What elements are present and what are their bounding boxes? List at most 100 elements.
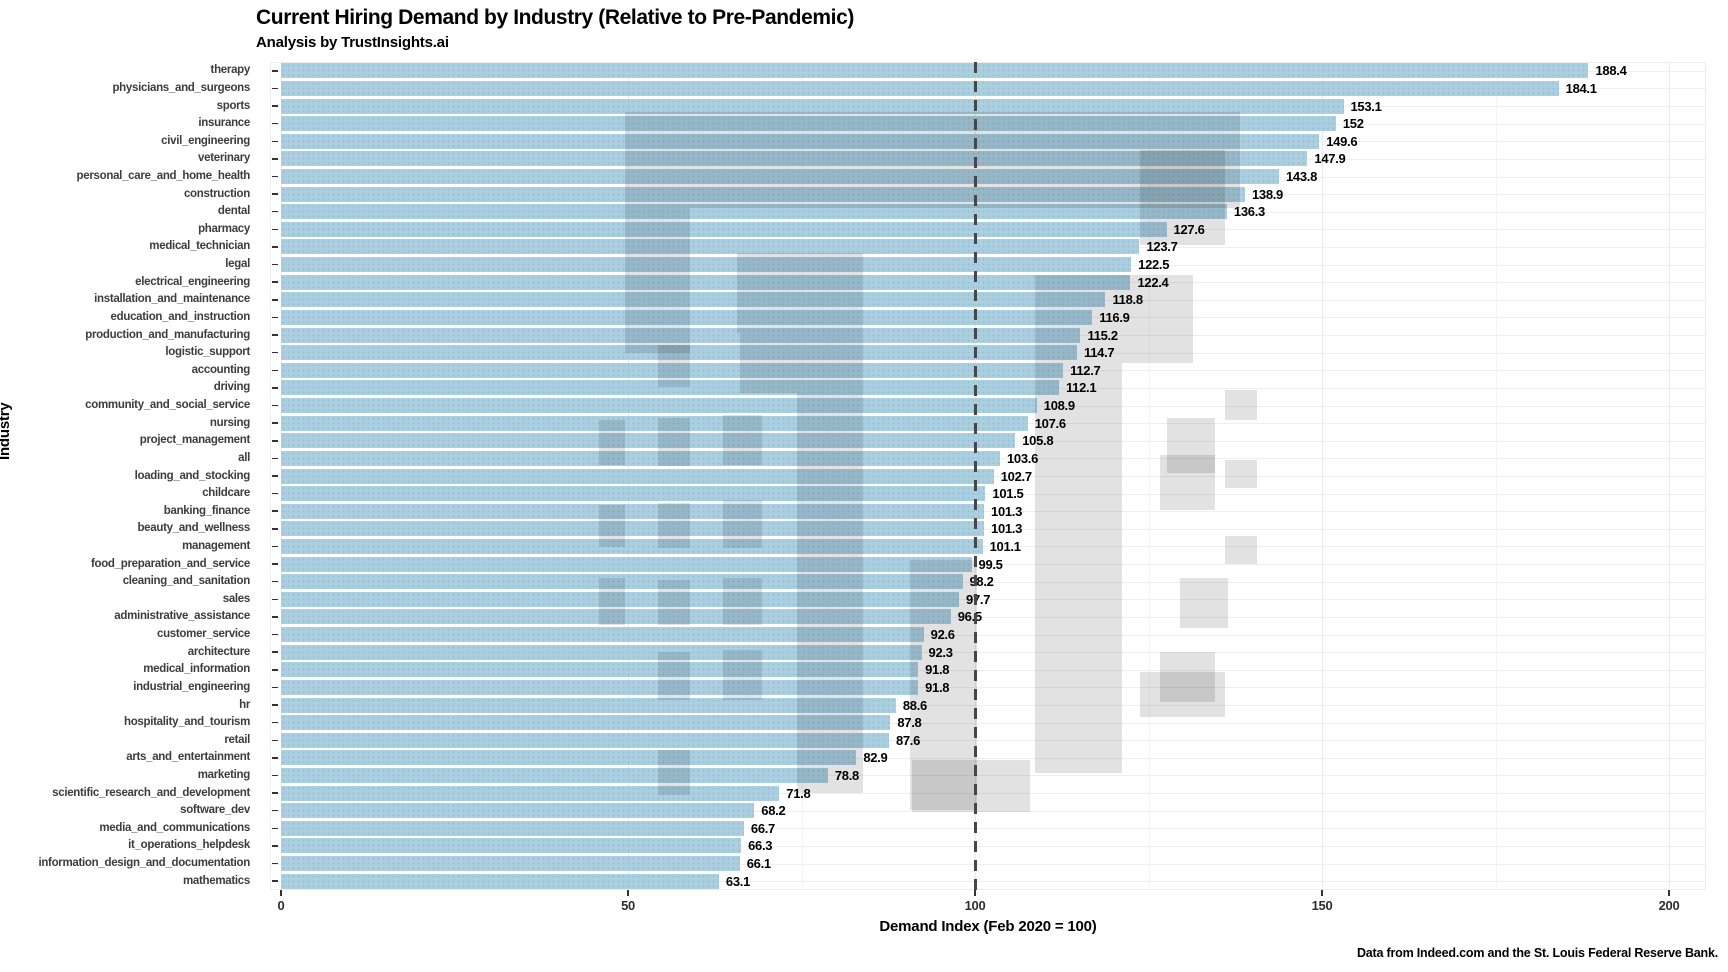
bar-value-label: 68.2 [761, 803, 786, 819]
x-axis-title: Demand Index (Feb 2020 = 100) [879, 918, 1097, 935]
watermark-block [599, 505, 625, 547]
y-tick-mark [272, 563, 278, 565]
bar-value-label: 102.7 [1000, 468, 1032, 484]
x-tick-mark [1321, 890, 1323, 896]
y-tick-label-medical_information: medical_information [143, 663, 250, 676]
y-tick-mark [272, 228, 278, 231]
y-tick-label-veterinary: veterinary [198, 152, 250, 165]
y-tick-label-community_and_social_service: community_and_social_service [85, 399, 250, 412]
watermark-block [1180, 578, 1228, 628]
y-tick-label-food_preparation_and_service: food_preparation_and_service [90, 557, 250, 570]
row-gridline [270, 634, 1706, 636]
y-tick-label-customer_service: customer_service [156, 628, 250, 641]
y-tick-label-insurance: insurance [198, 117, 250, 130]
bar-information_design_and_documentation [281, 856, 740, 872]
bar-value-label: 122.5 [1138, 257, 1170, 273]
row-gridline [270, 845, 1706, 847]
y-tick-mark [272, 880, 278, 882]
bar-sports [281, 98, 1344, 114]
y-tick-mark [272, 457, 278, 460]
watermark-block [625, 112, 1240, 208]
row-gridline [270, 616, 1706, 618]
bar-community_and_social_service [281, 398, 1037, 414]
y-tick-mark [272, 739, 278, 741]
row-gridline [270, 757, 1706, 759]
y-tick-label-mathematics: mathematics [182, 874, 250, 887]
y-tick-mark [272, 422, 278, 424]
y-tick-mark [272, 809, 278, 812]
row-gridline [270, 528, 1706, 530]
y-tick-label-software_dev: software_dev [180, 804, 250, 817]
row-gridline [270, 652, 1706, 654]
bar-value-label: 101.1 [989, 538, 1021, 554]
y-tick-label-arts_and_entertainment: arts_and_entertainment [126, 751, 250, 764]
y-tick-mark [272, 316, 278, 319]
bar-arts_and_entertainment [281, 750, 857, 766]
y-tick-mark [272, 616, 278, 618]
bar-installation_and_maintenance [281, 292, 1106, 308]
y-tick-label-loading_and_stocking: loading_and_stocking [134, 469, 251, 482]
y-tick-label-hospitality_and_tourism: hospitality_and_tourism [123, 716, 250, 729]
row-gridline [270, 722, 1706, 724]
y-tick-mark [272, 175, 278, 178]
watermark-block [1160, 455, 1215, 510]
y-tick-label-sales: sales [222, 592, 251, 605]
x-tick-label: 150 [1311, 898, 1333, 913]
y-tick-mark [272, 299, 278, 301]
y-tick-label-sports: sports [216, 99, 251, 112]
y-tick-mark [272, 369, 278, 372]
y-tick-label-media_and_communications: media_and_communications [99, 821, 250, 834]
row-gridline [270, 599, 1706, 601]
y-tick-label-driving: driving [213, 381, 251, 394]
watermark-block [625, 208, 690, 353]
bar-value-label: 138.9 [1251, 186, 1283, 202]
bar-banking_finance [281, 503, 985, 519]
y-tick-mark [272, 528, 278, 530]
row-gridline [270, 863, 1706, 865]
bar-value-label: 101.5 [992, 486, 1024, 502]
watermark-block [1225, 460, 1257, 488]
watermark-block [658, 750, 690, 795]
watermark-block [658, 418, 690, 466]
bar-software_dev [281, 803, 755, 819]
chart-title: Current Hiring Demand by Industry (Relat… [256, 6, 854, 29]
watermark-block [658, 503, 690, 548]
y-tick-mark [272, 105, 278, 107]
watermark-block [912, 760, 1030, 812]
x-tick-label: 50 [621, 898, 635, 913]
row-gridline [270, 687, 1706, 689]
row-gridline [270, 581, 1706, 583]
bar-value-label: 147.9 [1314, 151, 1346, 167]
y-tick-mark [272, 387, 278, 389]
y-tick-mark [272, 70, 278, 72]
y-tick-mark [272, 87, 278, 90]
y-tick-label-personal_care_and_home_health: personal_care_and_home_health [76, 170, 251, 182]
y-tick-label-civil_engineering: civil_engineering [161, 134, 250, 147]
y-tick-label-physicians_and_surgeons: physicians_and_surgeons [112, 81, 250, 94]
y-tick-mark [272, 475, 278, 477]
watermark-block [1035, 363, 1122, 773]
watermark-block [1035, 275, 1193, 363]
reference-line [973, 62, 977, 890]
watermark-block [658, 345, 690, 387]
bar-food_preparation_and_service [281, 556, 972, 572]
bar-therapy [281, 63, 1589, 79]
chart-subtitle: Analysis by TrustInsights.ai [256, 34, 449, 51]
bar-value-label: 66.1 [746, 856, 771, 872]
bar-physicians_and_surgeons [281, 80, 1559, 96]
y-tick-label-it_operations_helpdesk: it_operations_helpdesk [128, 839, 250, 852]
bar-all [281, 450, 1000, 466]
x-tick-label: 100 [964, 898, 986, 913]
x-tick-mark [280, 890, 282, 896]
bar-project_management [281, 433, 1016, 449]
y-tick-mark [272, 580, 278, 583]
y-tick-mark [272, 140, 278, 143]
y-tick-mark [272, 158, 278, 160]
y-tick-label-retail: retail [224, 733, 250, 746]
bar-value-label: 153.1 [1350, 98, 1382, 114]
y-tick-label-dental: dental [217, 205, 250, 218]
watermark-block [723, 500, 762, 548]
y-tick-label-accounting: accounting [191, 363, 251, 376]
y-tick-mark [272, 510, 278, 512]
